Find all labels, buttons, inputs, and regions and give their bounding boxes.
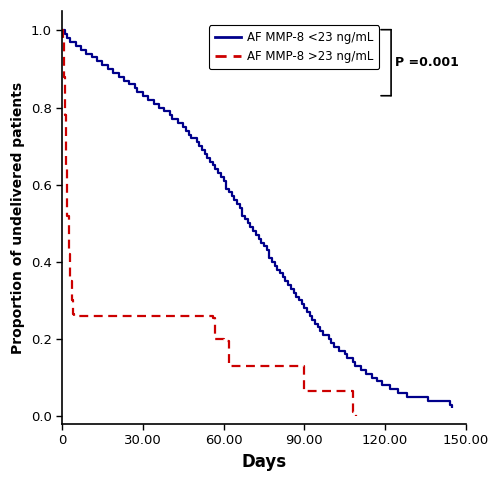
X-axis label: Days: Days: [242, 453, 286, 471]
Legend: AF MMP-8 <23 ng/mL, AF MMP-8 >23 ng/mL: AF MMP-8 <23 ng/mL, AF MMP-8 >23 ng/mL: [209, 25, 379, 69]
Text: P =0.001: P =0.001: [395, 56, 459, 69]
Y-axis label: Proportion of undelivered patients: Proportion of undelivered patients: [11, 81, 25, 354]
